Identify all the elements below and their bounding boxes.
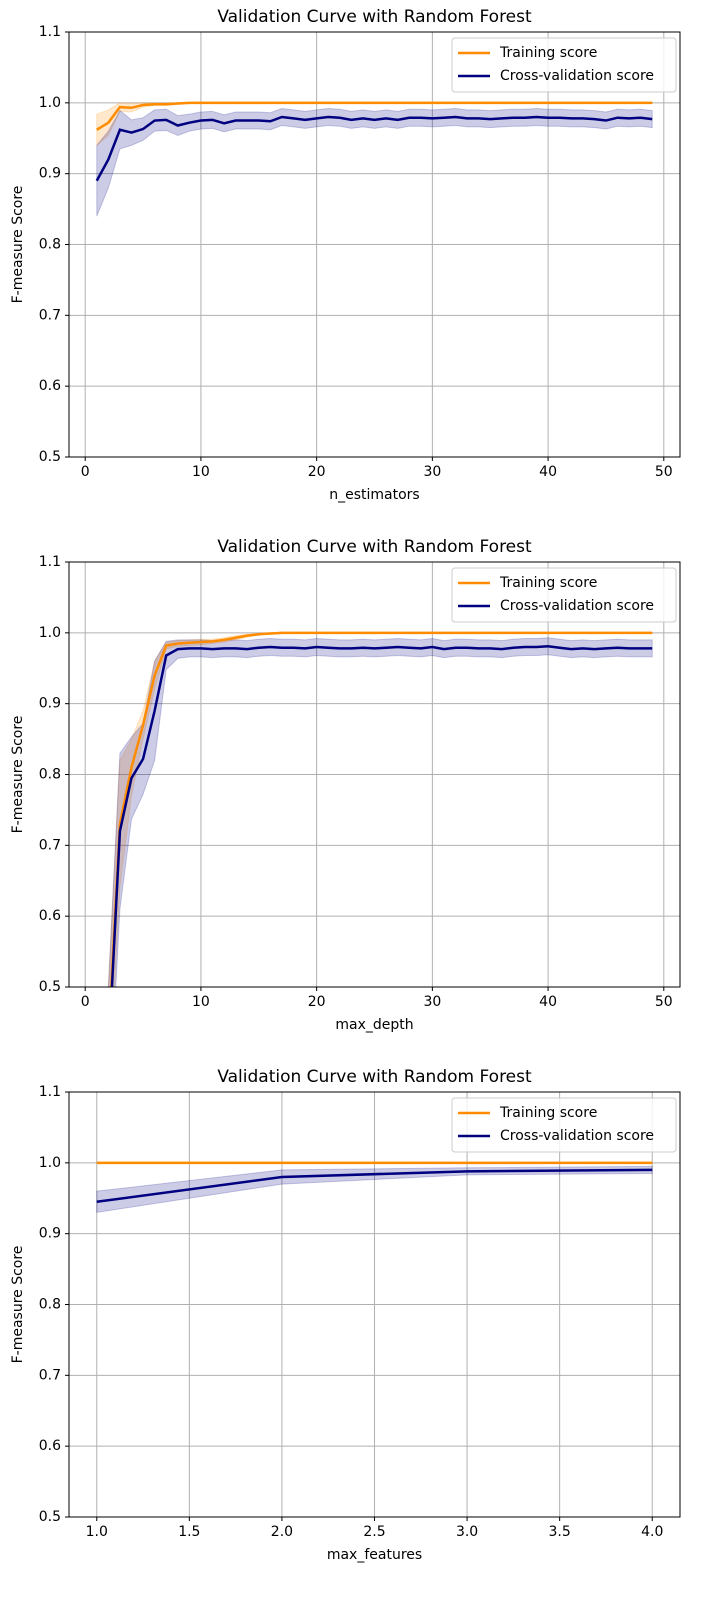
x-tick-label: 4.0 bbox=[641, 1524, 663, 1540]
series-line bbox=[110, 631, 653, 987]
plot-area bbox=[95, 101, 653, 217]
x-tick-label: 40 bbox=[539, 464, 557, 480]
x-tick-label: 0 bbox=[81, 994, 90, 1010]
axes-frame bbox=[68, 1091, 681, 1518]
legend-label: Cross-validation score bbox=[500, 68, 654, 84]
y-tick-label: 0.9 bbox=[39, 696, 61, 712]
y-tick-label: 0.6 bbox=[39, 1438, 61, 1454]
x-tick-label: 2.5 bbox=[363, 1524, 385, 1540]
legend: Training score Cross-validation score bbox=[451, 37, 677, 93]
y-tick-label: 1.0 bbox=[39, 95, 61, 111]
x-tick-label: 1.5 bbox=[178, 1524, 200, 1540]
axes-frame bbox=[68, 561, 681, 988]
y-tick-label: 0.8 bbox=[39, 767, 61, 783]
chart-title: Validation Curve with Random Forest bbox=[217, 537, 532, 557]
legend: Training score Cross-validation score bbox=[451, 567, 677, 623]
x-tick-label: 40 bbox=[539, 994, 557, 1010]
y-tick-label: 0.7 bbox=[39, 307, 61, 323]
legend-label: Cross-validation score bbox=[500, 1128, 654, 1144]
legend-label: Training score bbox=[499, 1105, 597, 1121]
x-tick-label: 30 bbox=[423, 994, 441, 1010]
x-tick-label: 50 bbox=[655, 994, 673, 1010]
x-tick-label: 0 bbox=[81, 464, 90, 480]
y-tick-label: 1.1 bbox=[39, 24, 61, 40]
chart-title: Validation Curve with Random Forest bbox=[217, 1067, 532, 1087]
legend: Training score Cross-validation score bbox=[451, 1097, 677, 1153]
y-tick-label: 0.5 bbox=[39, 449, 61, 465]
series-line bbox=[96, 101, 653, 131]
x-tick-label: 3.5 bbox=[549, 1524, 571, 1540]
y-axis-label: F-measure Score bbox=[10, 1246, 26, 1364]
legend-label: Cross-validation score bbox=[500, 598, 654, 614]
y-tick-label: 0.9 bbox=[39, 1226, 61, 1242]
y-tick-label: 0.7 bbox=[39, 837, 61, 853]
plot-area bbox=[107, 631, 653, 987]
x-axis-label: n_estimators bbox=[329, 487, 419, 503]
y-tick-label: 0.7 bbox=[39, 1367, 61, 1383]
x-tick-label: 2.0 bbox=[271, 1524, 293, 1540]
subplot: Validation Curve with Random Forest 0.5 0.… bbox=[10, 1067, 681, 1563]
legend-box bbox=[451, 37, 677, 93]
x-tick-label: 3.0 bbox=[456, 1524, 478, 1540]
x-axis-label: max_depth bbox=[335, 1017, 413, 1033]
axes-frame bbox=[68, 31, 681, 458]
chart-title: Validation Curve with Random Forest bbox=[217, 7, 532, 27]
y-axis-label: F-measure Score bbox=[10, 716, 26, 834]
legend-label: Training score bbox=[499, 45, 597, 61]
y-axis-label: F-measure Score bbox=[10, 186, 26, 304]
legend-label: Training score bbox=[499, 575, 597, 591]
y-tick-label: 0.8 bbox=[39, 237, 61, 253]
subplot: Validation Curve with Random Forest 0.5 0.… bbox=[10, 537, 681, 1033]
y-tick-label: 0.9 bbox=[39, 166, 61, 182]
y-tick-label: 1.0 bbox=[39, 1155, 61, 1171]
subplot: Validation Curve with Random Forest 0.5 0.… bbox=[10, 7, 681, 503]
x-tick-label: 10 bbox=[192, 464, 210, 480]
x-tick-label: 20 bbox=[308, 994, 326, 1010]
legend-box bbox=[451, 1097, 677, 1153]
y-tick-label: 0.5 bbox=[39, 1509, 61, 1525]
x-tick-label: 50 bbox=[655, 464, 673, 480]
y-tick-label: 1.1 bbox=[39, 554, 61, 570]
y-tick-label: 0.6 bbox=[39, 908, 61, 924]
x-axis-label: max_features bbox=[327, 1547, 422, 1563]
plot-area bbox=[96, 1161, 653, 1214]
series-line bbox=[96, 1168, 653, 1204]
x-tick-label: 20 bbox=[308, 464, 326, 480]
error-band bbox=[96, 1165, 653, 1214]
series-line bbox=[95, 115, 653, 182]
legend-box bbox=[451, 567, 677, 623]
x-tick-label: 30 bbox=[423, 464, 441, 480]
x-tick-label: 10 bbox=[192, 994, 210, 1010]
y-tick-label: 0.8 bbox=[39, 1297, 61, 1313]
y-tick-label: 1.1 bbox=[39, 1084, 61, 1100]
y-tick-label: 0.6 bbox=[39, 378, 61, 394]
y-tick-label: 1.0 bbox=[39, 625, 61, 641]
x-tick-label: 1.0 bbox=[86, 1524, 108, 1540]
series-line bbox=[110, 645, 653, 987]
y-tick-label: 0.5 bbox=[39, 979, 61, 995]
